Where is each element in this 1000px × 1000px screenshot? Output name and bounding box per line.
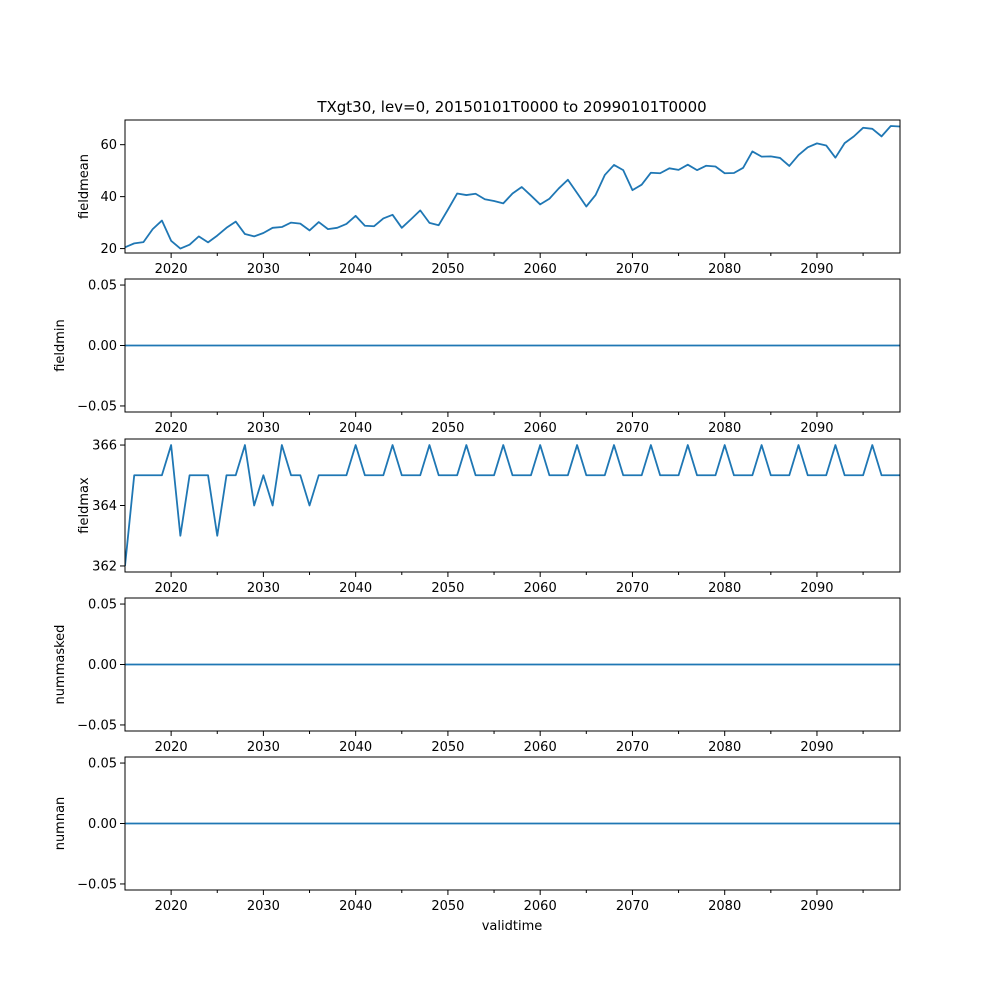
x-tick-label: 2080 bbox=[708, 262, 741, 277]
x-tick-label: 2050 bbox=[431, 262, 464, 277]
x-tick-label: 2090 bbox=[800, 262, 833, 277]
y-tick-label: −0.05 bbox=[77, 718, 117, 733]
x-tick-label: 2030 bbox=[247, 581, 280, 596]
y-tick-label: 366 bbox=[92, 439, 117, 454]
y-tick-label: 60 bbox=[100, 138, 117, 153]
x-tick-label: 2070 bbox=[616, 421, 649, 436]
x-tick-label: 2080 bbox=[708, 421, 741, 436]
y-tick-label: 0.00 bbox=[88, 817, 117, 832]
fieldmean-axes-frame bbox=[124, 119, 901, 254]
y-tick-label: 20 bbox=[100, 242, 117, 257]
fieldmean-y-axis-label: fieldmean bbox=[77, 154, 92, 219]
y-tick-label: 364 bbox=[92, 499, 117, 514]
x-tick-label: 2060 bbox=[524, 262, 557, 277]
x-tick-label: 2070 bbox=[616, 262, 649, 277]
x-tick-label: 2090 bbox=[800, 421, 833, 436]
x-tick-label: 2040 bbox=[339, 421, 372, 436]
x-tick-label: 2030 bbox=[247, 421, 280, 436]
x-tick-label: 2020 bbox=[155, 421, 188, 436]
x-tick-label: 2080 bbox=[708, 740, 741, 755]
nummasked-y-axis-label: nummasked bbox=[53, 625, 68, 705]
chart-title: TXgt30, lev=0, 20150101T0000 to 20990101… bbox=[316, 98, 706, 116]
subplots: 2020 2030 2040 2050 2060 2070 2080 2090204060fi… bbox=[53, 119, 901, 914]
y-tick-label: 0.05 bbox=[88, 757, 117, 772]
x-tick-label: 2040 bbox=[339, 899, 372, 914]
x-tick-label: 2050 bbox=[431, 581, 464, 596]
fieldmax-series-line bbox=[125, 444, 900, 567]
subplot-numnan: 2020 2030 2040 2050 2060 2070 2080 2090 −0.05 0.0… bbox=[53, 756, 901, 914]
x-tick-label: 2090 bbox=[800, 740, 833, 755]
x-tick-label: 2070 bbox=[616, 740, 649, 755]
x-tick-label: 2040 bbox=[339, 581, 372, 596]
x-tick-label: 2050 bbox=[431, 899, 464, 914]
x-tick-label: 2080 bbox=[708, 899, 741, 914]
fieldmin-y-axis-label: fieldmin bbox=[53, 319, 68, 372]
x-tick-label: 2070 bbox=[616, 581, 649, 596]
x-tick-label: 2060 bbox=[524, 421, 557, 436]
x-tick-label: 2020 bbox=[155, 262, 188, 277]
y-tick-label: 0.05 bbox=[88, 598, 117, 613]
x-tick-label: 2030 bbox=[247, 262, 280, 277]
x-tick-label: 2040 bbox=[339, 740, 372, 755]
x-tick-label: 2090 bbox=[800, 581, 833, 596]
y-tick-label: −0.05 bbox=[77, 399, 117, 414]
x-tick-label: 2020 bbox=[155, 740, 188, 755]
x-tick-label: 2050 bbox=[431, 740, 464, 755]
subplot-fieldmax: 2020 2030 2040 2050 2060 2070 2080 2090 362 364 36… bbox=[77, 438, 901, 596]
x-tick-label: 2080 bbox=[708, 581, 741, 596]
subplot-fieldmin: 2020 2030 2040 2050 2060 2070 2080 2090 −0.05 0.0… bbox=[53, 278, 901, 436]
x-axis-label: validtime bbox=[482, 919, 543, 934]
y-tick-label: −0.05 bbox=[77, 877, 117, 892]
x-tick-label: 2020 bbox=[155, 899, 188, 914]
subplot-fieldmean: 2020 2030 2040 2050 2060 2070 2080 2090204060fi… bbox=[77, 119, 901, 277]
y-tick-label: 0.00 bbox=[88, 339, 117, 354]
subplot-nummasked: 2020 2030 2040 2050 2060 2070 2080 2090 −0.05 0.0… bbox=[53, 597, 901, 755]
x-tick-label: 2050 bbox=[431, 421, 464, 436]
x-tick-label: 2030 bbox=[247, 899, 280, 914]
y-tick-label: 362 bbox=[92, 559, 117, 574]
fieldmean-series-line bbox=[125, 125, 900, 250]
x-tick-label: 2020 bbox=[155, 581, 188, 596]
y-tick-label: 0.05 bbox=[88, 279, 117, 294]
x-tick-label: 2060 bbox=[524, 581, 557, 596]
y-tick-label: 0.00 bbox=[88, 658, 117, 673]
y-tick-label: 40 bbox=[100, 190, 117, 205]
x-tick-label: 2060 bbox=[524, 740, 557, 755]
numnan-y-axis-label: numnan bbox=[53, 797, 68, 851]
x-tick-label: 2060 bbox=[524, 899, 557, 914]
x-tick-label: 2070 bbox=[616, 899, 649, 914]
fieldmax-y-axis-label: fieldmax bbox=[77, 477, 92, 534]
x-tick-label: 2030 bbox=[247, 740, 280, 755]
x-tick-label: 2040 bbox=[339, 262, 372, 277]
x-tick-label: 2090 bbox=[800, 899, 833, 914]
